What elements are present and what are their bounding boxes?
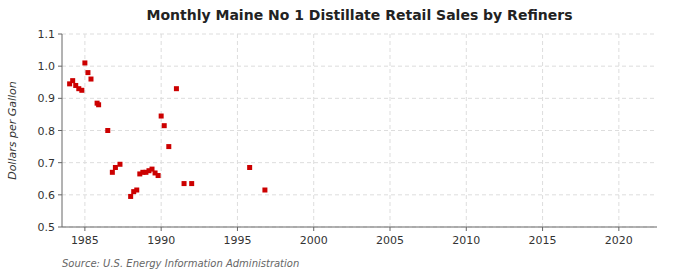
annotation: Source: U.S. Energy Information Administ… — [62, 258, 299, 269]
tick-label: 0.7 — [38, 157, 56, 170]
tick-mark — [58, 194, 62, 195]
point — [262, 188, 267, 193]
grid-line — [62, 130, 657, 131]
tick-mark — [161, 227, 162, 231]
tick-mark — [618, 227, 619, 231]
y-axis-label: Dollars per Gallon — [6, 81, 19, 180]
grid-line — [237, 34, 238, 227]
tick-mark — [58, 162, 62, 163]
point — [88, 77, 93, 82]
axes: 0.5 0.6 0.7 0.8 0.9 1.0 1.1 1985 1990 1995 2000 200… — [38, 28, 658, 247]
tick-mark — [466, 227, 467, 231]
y-axis-line — [62, 34, 63, 227]
point — [162, 123, 167, 128]
tick-label: 2005 — [376, 234, 404, 247]
tick-label: 2000 — [300, 234, 328, 247]
point — [113, 165, 118, 170]
point — [117, 162, 122, 167]
tick-label: 0.8 — [38, 125, 56, 138]
tick-label: 1.0 — [38, 60, 56, 73]
tick-mark — [58, 34, 62, 35]
tick-label: 2010 — [452, 234, 480, 247]
grid-line — [62, 34, 657, 35]
point — [166, 144, 171, 149]
grid-line — [542, 34, 543, 227]
tick-mark — [237, 227, 238, 231]
tick-mark — [390, 227, 391, 231]
tick-label: 1990 — [147, 234, 175, 247]
tick-mark — [542, 227, 543, 231]
tick-label: 1985 — [71, 234, 99, 247]
point — [247, 165, 252, 170]
title: Monthly Maine No 1 Distillate Retail Sal… — [147, 7, 573, 23]
point — [134, 188, 139, 193]
point — [110, 170, 115, 175]
grid-line — [62, 194, 657, 195]
chart: 0.5 0.6 0.7 0.8 0.9 1.0 1.1 1985 1990 1995 2000 200… — [0, 0, 675, 275]
tick-mark — [58, 227, 62, 228]
point — [85, 70, 90, 75]
grid-line — [62, 227, 657, 228]
tick-mark — [58, 130, 62, 131]
point — [174, 86, 179, 91]
grid — [62, 34, 657, 227]
point — [82, 60, 87, 65]
point — [70, 78, 75, 83]
grid-line — [62, 66, 657, 67]
tick-label: 2020 — [605, 234, 633, 247]
tick-label: 2015 — [529, 234, 557, 247]
point — [156, 173, 161, 178]
grid-line — [62, 98, 657, 99]
tick-label: 0.5 — [38, 221, 56, 234]
point — [159, 114, 164, 119]
point — [105, 128, 110, 133]
point — [79, 88, 84, 93]
plot-area — [62, 34, 657, 227]
tick-label: 0.9 — [38, 92, 56, 105]
tick-mark — [58, 66, 62, 67]
tick-label: 0.6 — [38, 189, 56, 202]
x-axis-line — [62, 227, 657, 228]
grid-line — [313, 34, 314, 227]
point — [182, 181, 187, 186]
grid-line — [62, 162, 657, 163]
point — [96, 102, 101, 107]
grid-line — [466, 34, 467, 227]
point — [128, 194, 133, 199]
grid-line — [390, 34, 391, 227]
tick-mark — [313, 227, 314, 231]
grid-line — [618, 34, 619, 227]
grid-line — [161, 34, 162, 227]
tick-mark — [58, 98, 62, 99]
tick-mark — [84, 227, 85, 231]
point — [189, 181, 194, 186]
tick-label: 1.1 — [38, 28, 56, 41]
points — [67, 60, 267, 198]
tick-label: 1995 — [223, 234, 251, 247]
